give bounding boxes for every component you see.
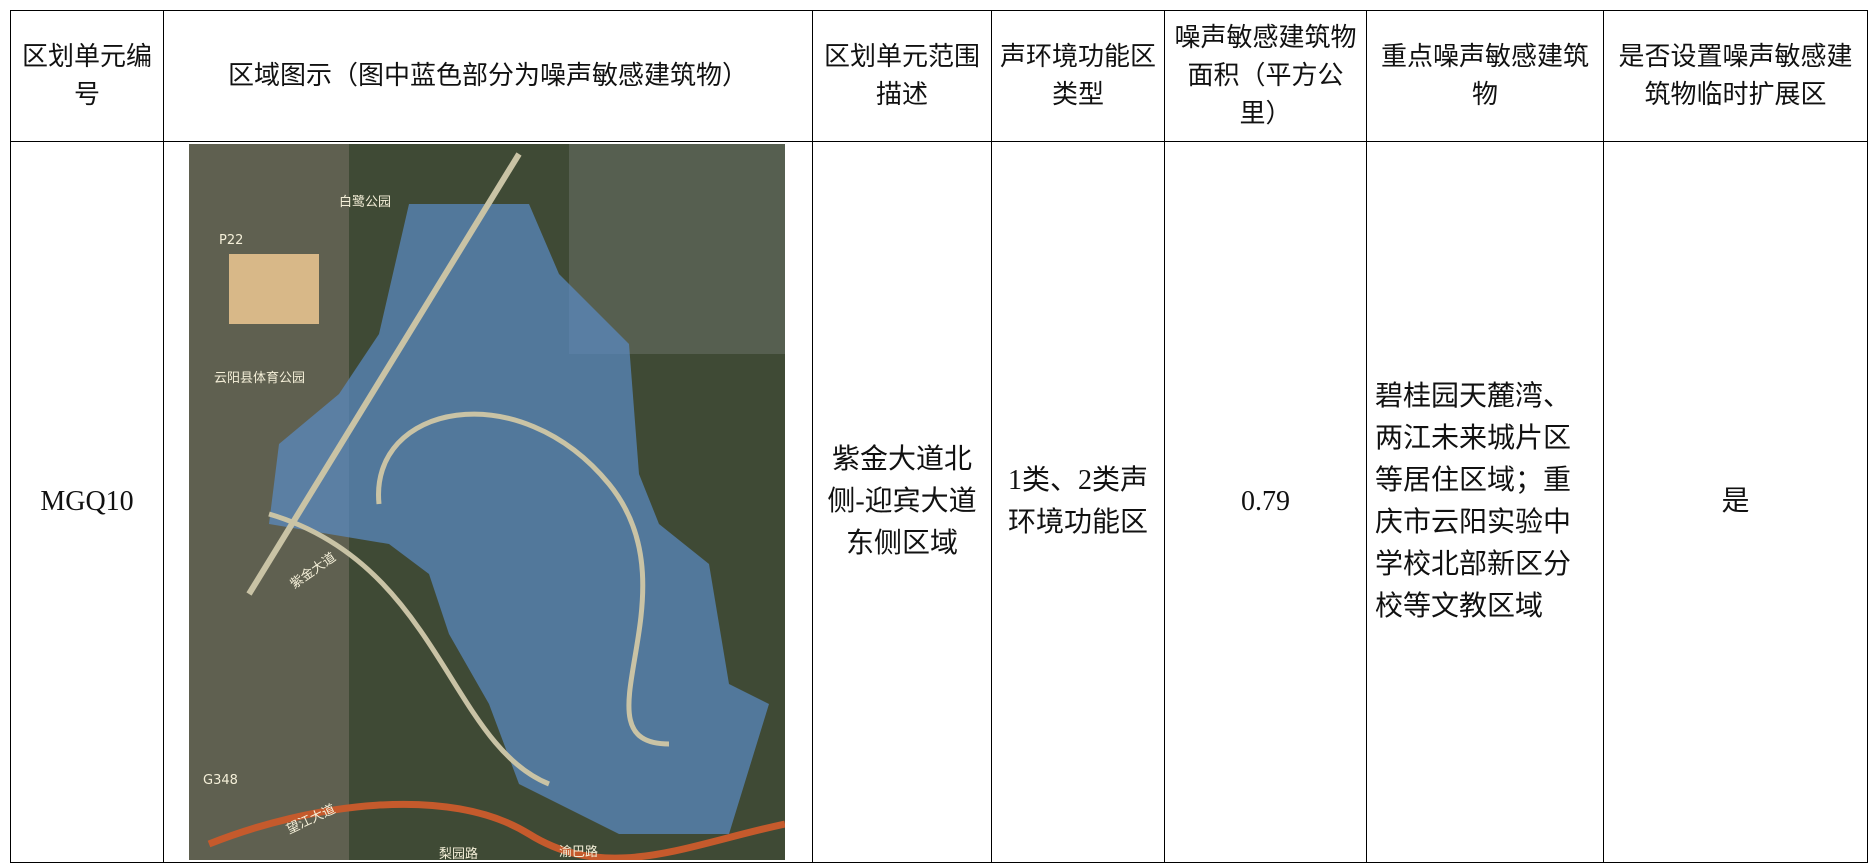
- header-cell: 区划单元范围描述: [812, 10, 992, 142]
- zoning-table: 区划单元编号 区域图示（图中蓝色部分为噪声敏感建筑物） 区划单元范围描述 声环境…: [10, 10, 1868, 863]
- map-road: [207, 800, 785, 860]
- cell: 是: [1603, 141, 1868, 863]
- map-label: P22: [219, 233, 243, 248]
- header-cell: 区划单元编号: [10, 10, 164, 142]
- map-town: [569, 144, 785, 354]
- cell: 1类、2类声环境功能区: [991, 141, 1165, 863]
- cell: 碧桂园天麓湾、两江未来城片区等居住区域；重庆市云阳实验中学校北部新区分校等文教区…: [1366, 141, 1604, 863]
- map-label: 渝巴路: [559, 844, 598, 860]
- header-cell: 是否设置噪声敏感建筑物临时扩展区: [1603, 10, 1868, 142]
- map-field: [229, 254, 319, 324]
- map-cell: 白鹭公园 P22 云阳县体育公园 紫金大道 G348 望江大道 渝巴路 梨园路: [163, 141, 813, 863]
- header-cell: 区域图示（图中蓝色部分为噪声敏感建筑物）: [163, 10, 813, 142]
- cell: 紫金大道北侧-迎宾大道东侧区域: [812, 141, 992, 863]
- map-road: [376, 411, 670, 747]
- header-cell: 重点噪声敏感建筑物: [1366, 10, 1604, 142]
- map-label: 梨园路: [439, 846, 478, 860]
- cell: MGQ10: [10, 141, 164, 863]
- header-cell: 声环境功能区类型: [991, 10, 1165, 142]
- map-label: 云阳县体育公园: [214, 370, 305, 386]
- map-road: [268, 511, 550, 787]
- map-label: 白鹭公园: [339, 194, 391, 210]
- map-image: 白鹭公园 P22 云阳县体育公园 紫金大道 G348 望江大道 渝巴路 梨园路: [189, 144, 785, 860]
- map-label: G348: [203, 773, 238, 788]
- header-cell: 噪声敏感建筑物面积（平方公里）: [1164, 10, 1367, 142]
- cell: 0.79: [1164, 141, 1367, 863]
- header-row: 区划单元编号 区域图示（图中蓝色部分为噪声敏感建筑物） 区划单元范围描述 声环境…: [10, 10, 1868, 142]
- data-row: MGQ10 白鹭公园 P22 云阳县体育公园 紫金大道 G348 望江大道 渝巴…: [10, 141, 1868, 863]
